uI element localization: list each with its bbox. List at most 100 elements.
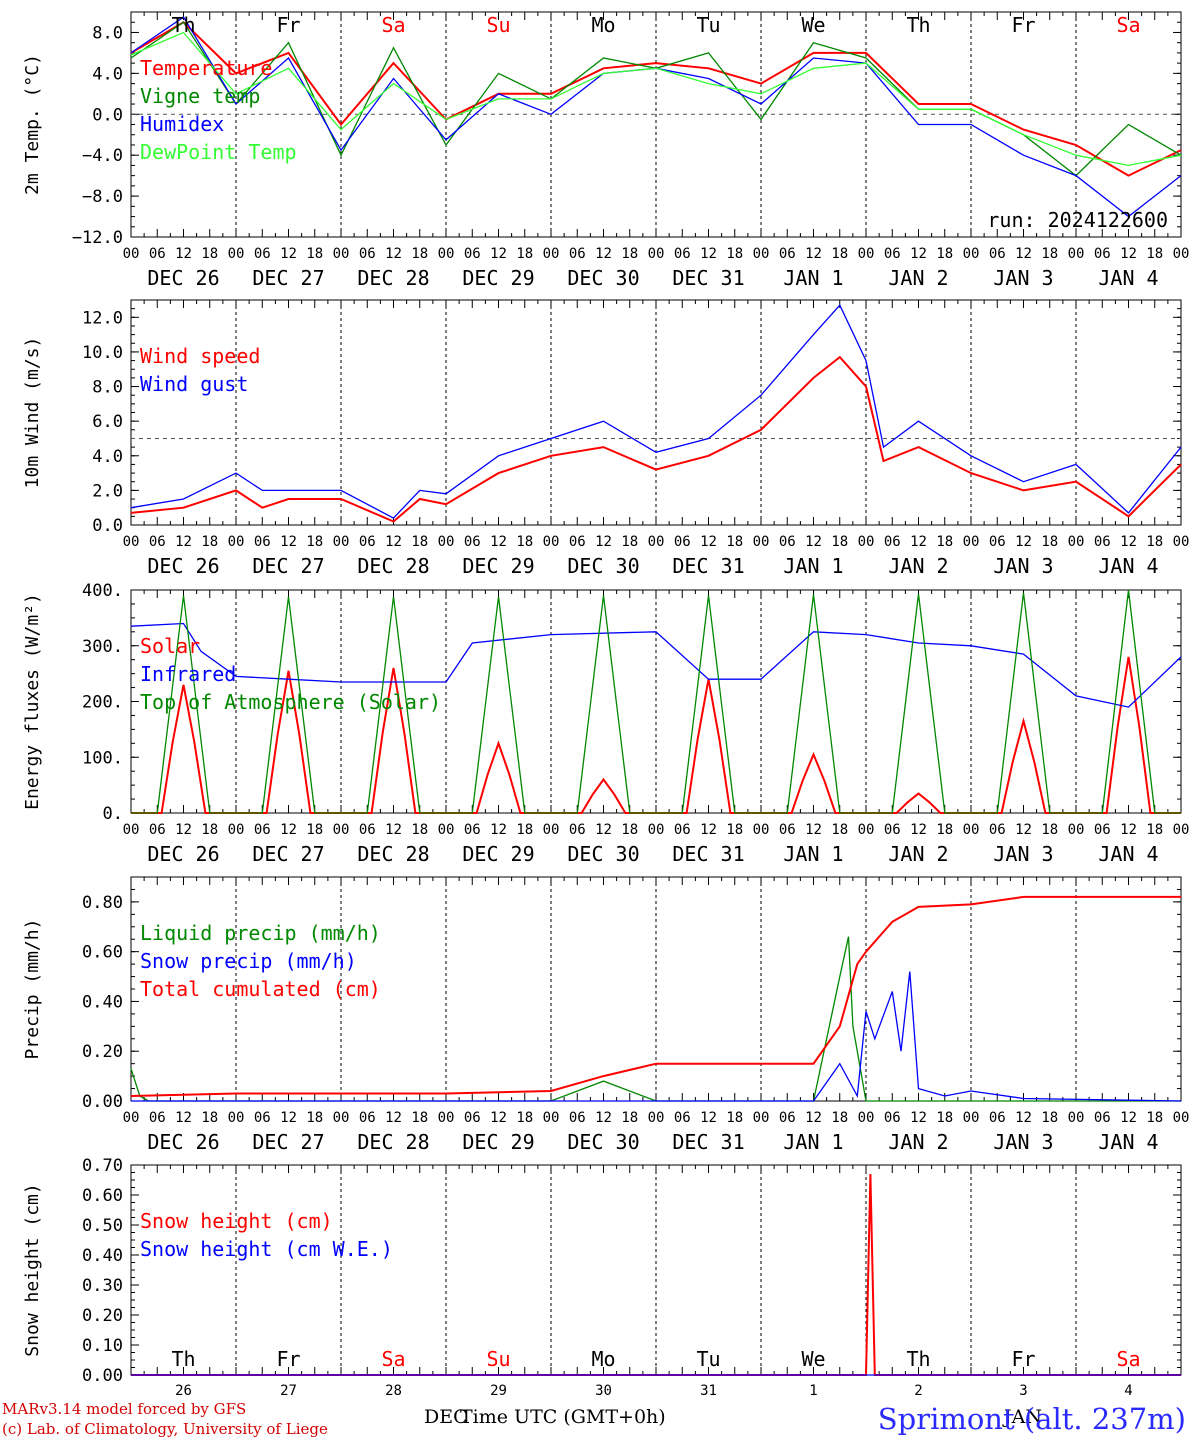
date-label: JAN 3	[993, 554, 1053, 578]
hour-label: 00	[333, 534, 350, 550]
hour-label: 00	[963, 246, 980, 262]
hour-label: 06	[149, 534, 166, 550]
hour-label: 12	[385, 822, 402, 838]
hour-label: 18	[1041, 246, 1058, 262]
y-tick-label: 6.0	[92, 412, 123, 432]
date-label: JAN 4	[1098, 266, 1158, 290]
date-label: DEC 31	[672, 554, 744, 578]
time-axis-label: Time UTC (GMT+0h)	[460, 1406, 666, 1428]
date-label: DEC 27	[252, 266, 324, 290]
date-label: DEC 28	[357, 842, 429, 866]
hour-label: 06	[149, 822, 166, 838]
weekday-label: We	[801, 1347, 825, 1371]
hour-label: 12	[595, 246, 612, 262]
series-line-wind-speed	[130, 355, 1182, 523]
hour-label: 00	[123, 246, 140, 262]
date-label: DEC 26	[147, 554, 219, 578]
y-tick-label: 0.00	[82, 1366, 123, 1386]
weekday-label: Sa	[381, 1347, 405, 1371]
hour-label: 00	[1173, 822, 1190, 838]
date-label: DEC 30	[567, 842, 639, 866]
date-label: DEC 30	[567, 266, 639, 290]
hour-label: 06	[254, 822, 271, 838]
hour-label: 18	[306, 1110, 323, 1126]
hour-label: 18	[1146, 246, 1163, 262]
day-number-label: 28	[385, 1383, 402, 1399]
panel-2: 0.0 2.0 4.0 6.0 8.0 10.0 12.0 10m Wind (m/s) Win…	[22, 299, 1189, 578]
day-number-label: 4	[1124, 1383, 1132, 1399]
hour-label: 00	[228, 1110, 245, 1126]
y-axis-label: Energy fluxes (W/m²)	[22, 593, 43, 810]
hour-label: 06	[464, 246, 481, 262]
lab-credit: (c) Lab. of Climatology, University of L…	[2, 1420, 328, 1438]
hour-label: 18	[621, 534, 638, 550]
hour-label: 00	[753, 822, 770, 838]
hour-label: 12	[175, 534, 192, 550]
hour-label: 12	[1015, 1110, 1032, 1126]
hour-label: 06	[254, 534, 271, 550]
hour-label: 18	[936, 1110, 953, 1126]
date-label: DEC 31	[672, 266, 744, 290]
y-tick-label: 4.0	[92, 64, 123, 84]
hour-label: 12	[910, 822, 927, 838]
hour-label: 12	[805, 246, 822, 262]
date-label: DEC 27	[252, 554, 324, 578]
weekday-label: Tu	[696, 1347, 720, 1371]
legend-entry: Wind speed	[140, 344, 260, 368]
hour-label: 06	[779, 822, 796, 838]
hour-label: 00	[543, 1110, 560, 1126]
y-tick-label: 0.40	[82, 992, 123, 1012]
hour-label: 00	[1068, 246, 1085, 262]
weekday-label: Sa	[381, 13, 405, 37]
hour-label: 12	[490, 534, 507, 550]
hour-label: 00	[963, 822, 980, 838]
hour-label: 06	[359, 246, 376, 262]
y-tick-label: 100.	[82, 748, 123, 768]
hour-label: 18	[831, 534, 848, 550]
hour-label: 18	[726, 822, 743, 838]
hour-label: 00	[858, 1110, 875, 1126]
weekday-label: Su	[486, 1347, 510, 1371]
panel-1: 8.0 4.0 0.0 −4.0 −8.0 −12.0 2m Temp. (°C) Tempe…	[22, 11, 1190, 290]
hour-label: 18	[411, 1110, 428, 1126]
hour-label: 06	[674, 534, 691, 550]
y-axis-label: 10m Wind (m/s)	[22, 337, 43, 489]
hour-label: 00	[438, 534, 455, 550]
date-label: DEC 31	[672, 842, 744, 866]
hour-label: 18	[936, 822, 953, 838]
y-tick-label: 0.20	[82, 1306, 123, 1326]
hour-label: 18	[936, 534, 953, 550]
date-label: DEC 27	[252, 1130, 324, 1154]
hour-label: 12	[280, 1110, 297, 1126]
weekday-label: Su	[486, 13, 510, 37]
y-tick-label: 300.	[82, 637, 123, 657]
hour-label: 00	[753, 246, 770, 262]
run-label: run: 2024122600	[987, 208, 1168, 232]
date-label: DEC 26	[147, 842, 219, 866]
hour-label: 00	[648, 534, 665, 550]
y-tick-label: 8.0	[92, 378, 123, 398]
weekday-label: Fr	[1011, 13, 1035, 37]
hour-label: 18	[201, 1110, 218, 1126]
y-axis-label: 2m Temp. (°C)	[22, 54, 43, 195]
hour-label: 12	[595, 1110, 612, 1126]
hour-label: 12	[1120, 534, 1137, 550]
y-tick-label: 0.80	[82, 893, 123, 913]
y-tick-label: 2.0	[92, 481, 123, 501]
hour-label: 18	[516, 534, 533, 550]
weekday-label: Sa	[1116, 1347, 1140, 1371]
date-label: DEC 30	[567, 1130, 639, 1154]
hour-label: 00	[753, 1110, 770, 1126]
day-number-label: 29	[490, 1383, 507, 1399]
y-tick-label: 0.00	[82, 1092, 123, 1112]
y-tick-label: 400.	[82, 581, 123, 601]
hour-label: 00	[1173, 246, 1190, 262]
date-label: JAN 3	[993, 1130, 1053, 1154]
hour-label: 12	[910, 1110, 927, 1126]
hour-label: 00	[858, 534, 875, 550]
date-label: JAN 2	[888, 266, 948, 290]
hour-label: 00	[438, 822, 455, 838]
hour-label: 06	[254, 1110, 271, 1126]
hour-label: 06	[1094, 1110, 1111, 1126]
